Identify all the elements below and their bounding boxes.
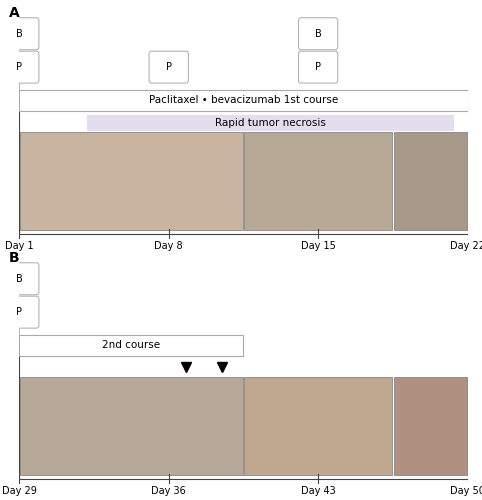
FancyBboxPatch shape xyxy=(0,51,39,83)
FancyBboxPatch shape xyxy=(0,296,39,328)
FancyBboxPatch shape xyxy=(298,18,338,50)
Text: Day 15: Day 15 xyxy=(301,240,335,250)
Text: Rapid tumor necrosis: Rapid tumor necrosis xyxy=(215,118,326,128)
Text: Day 8: Day 8 xyxy=(154,240,183,250)
FancyBboxPatch shape xyxy=(149,51,188,83)
FancyBboxPatch shape xyxy=(244,132,392,230)
FancyBboxPatch shape xyxy=(298,51,338,83)
Text: P: P xyxy=(166,62,172,72)
Text: Day 36: Day 36 xyxy=(151,486,186,496)
FancyBboxPatch shape xyxy=(244,377,392,475)
Text: Day 22: Day 22 xyxy=(450,240,482,250)
FancyBboxPatch shape xyxy=(19,334,243,356)
Text: Day 29: Day 29 xyxy=(2,486,37,496)
Text: B: B xyxy=(16,29,23,39)
FancyBboxPatch shape xyxy=(394,377,467,475)
Text: Day 43: Day 43 xyxy=(301,486,335,496)
Text: Paclitaxel • bevacizumab 1st course: Paclitaxel • bevacizumab 1st course xyxy=(149,96,338,106)
Text: P: P xyxy=(315,62,321,72)
FancyBboxPatch shape xyxy=(20,377,242,475)
FancyBboxPatch shape xyxy=(394,132,467,230)
Text: P: P xyxy=(16,307,22,317)
Text: B: B xyxy=(315,29,321,39)
FancyBboxPatch shape xyxy=(19,90,468,112)
Text: P: P xyxy=(16,62,22,72)
Text: Day 50: Day 50 xyxy=(450,486,482,496)
FancyBboxPatch shape xyxy=(20,132,242,230)
Text: Day 1: Day 1 xyxy=(5,240,34,250)
Text: 2nd course: 2nd course xyxy=(102,340,161,350)
FancyBboxPatch shape xyxy=(87,115,454,131)
FancyBboxPatch shape xyxy=(0,263,39,295)
FancyBboxPatch shape xyxy=(0,18,39,50)
Text: A: A xyxy=(9,6,19,20)
Text: B: B xyxy=(9,250,19,264)
Text: B: B xyxy=(16,274,23,284)
